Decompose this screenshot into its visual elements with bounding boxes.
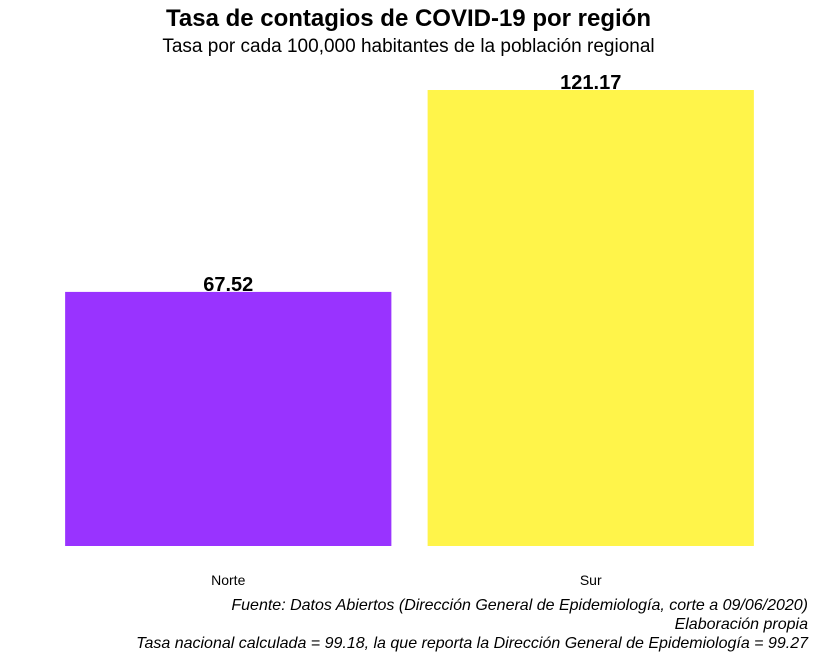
national-rate-note: Tasa nacional calculada = 99.18, la que … bbox=[136, 635, 808, 652]
x-tick-label-sur: Sur bbox=[580, 572, 602, 588]
source-caption: Fuente: Datos Abiertos (Dirección Genera… bbox=[231, 597, 808, 614]
bar-norte bbox=[65, 291, 392, 546]
author-caption: Elaboración propia bbox=[674, 616, 808, 633]
data-label-norte: 67.52 bbox=[203, 274, 253, 296]
chart-subtitle: Tasa por cada 100,000 habitantes de la p… bbox=[162, 36, 655, 57]
chart-title: Tasa de contagios de COVID-19 por región bbox=[166, 5, 651, 32]
bar-sur bbox=[427, 90, 754, 546]
data-label-sur: 121.17 bbox=[560, 72, 621, 94]
x-tick-label-norte: Norte bbox=[211, 572, 245, 588]
